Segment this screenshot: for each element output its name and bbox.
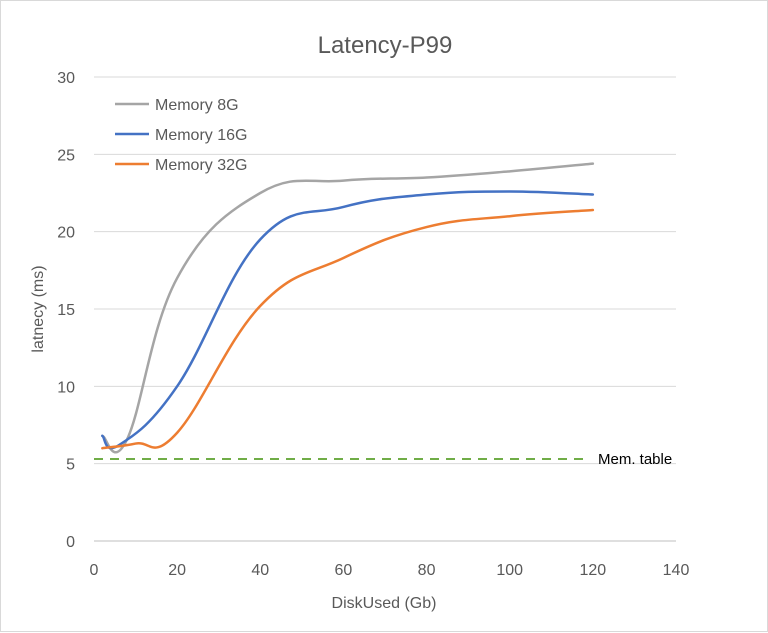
x-tick-label: 140 [663, 562, 690, 579]
reference-line-group: Mem. table [94, 451, 672, 468]
mem-table-label: Mem. table [598, 451, 672, 468]
x-tick-label: 60 [335, 562, 353, 579]
x-tick-label: 100 [496, 562, 523, 579]
legend: Memory 8G Memory 16G Memory 32G [115, 97, 247, 174]
legend-label-memory-32g: Memory 32G [155, 157, 247, 174]
x-tick-label: 80 [418, 562, 436, 579]
x-tick-label: 40 [251, 562, 269, 579]
series-line-memory-32g [101, 208, 595, 450]
y-tick-label: 20 [57, 225, 75, 242]
gridlines [94, 76, 676, 465]
legend-label-memory-16g: Memory 16G [155, 127, 247, 144]
series-lines [101, 162, 595, 454]
y-tick-label: 15 [57, 302, 75, 319]
series-line-memory-8g [101, 162, 595, 454]
y-tick-label: 30 [57, 70, 75, 87]
legend-label-memory-8g: Memory 8G [155, 97, 239, 114]
x-tick-label: 120 [580, 562, 607, 579]
x-tick-label: 20 [168, 562, 186, 579]
y-tick-label: 25 [57, 147, 75, 164]
y-tick-label: 5 [66, 457, 75, 474]
y-axis-title: latnecy (ms) [30, 265, 47, 352]
series-line-memory-16g [101, 190, 595, 450]
x-tick-label: 0 [90, 562, 99, 579]
y-tick-label: 10 [57, 379, 75, 396]
x-axis-title: DiskUsed (Gb) [332, 595, 437, 612]
axes: 0 5 10 15 20 25 30 0 20 40 60 80 100 120 140 [57, 70, 689, 579]
chart-title: Latency-P99 [318, 32, 453, 59]
y-tick-label: 0 [66, 534, 75, 551]
